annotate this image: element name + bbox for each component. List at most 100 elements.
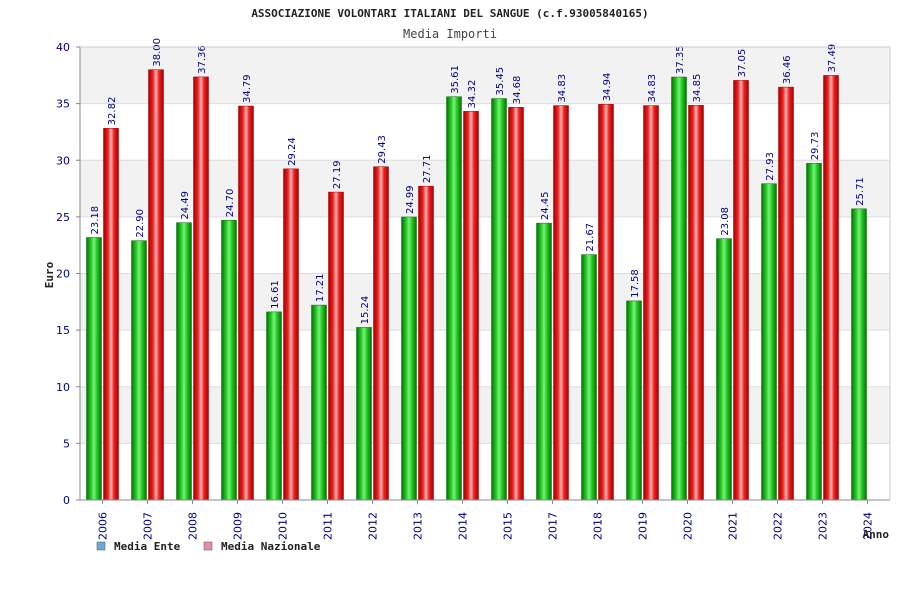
plot-band [80,386,890,444]
data-label: 34.32 [467,80,478,109]
y-tick-label: 10 [56,381,70,394]
x-tick-label: 2013 [412,512,425,540]
plot-band [80,160,890,217]
data-label: 23.18 [90,206,101,235]
x-tick-label: 2017 [547,512,560,540]
bar-media-ente [311,304,327,501]
x-tick-label: 2014 [457,512,470,540]
bar-media-nazionale [238,105,254,501]
legend-label: Media Ente [114,540,181,553]
data-label: 37.49 [827,44,838,73]
y-tick-label: 35 [56,98,70,111]
x-tick-label: 2024 [862,512,875,540]
x-tick-label: 2018 [592,512,605,540]
bar-media-ente [761,183,777,501]
data-label: 37.35 [675,45,686,74]
data-label: 37.05 [737,49,748,78]
data-label: 24.99 [405,185,416,214]
x-tick-label: 2023 [817,512,830,540]
x-tick-label: 2007 [142,512,155,540]
data-label: 22.90 [135,209,146,238]
bar-media-ente [491,98,507,501]
plot-band [80,216,890,274]
bar-media-ente [266,311,282,501]
data-label: 15.24 [360,296,371,325]
data-label: 35.45 [495,67,506,96]
plot-band [80,443,890,500]
bar-media-ente [851,208,867,501]
data-label: 23.08 [720,207,731,236]
data-label: 37.36 [197,45,208,74]
data-label: 34.85 [692,74,703,103]
bar-media-nazionale [643,105,659,501]
data-label: 24.49 [180,191,191,220]
bar-media-nazionale [418,185,434,501]
data-label: 17.58 [630,269,641,298]
bar-media-ente [626,300,642,501]
x-tick-label: 2015 [502,512,515,540]
data-label: 34.83 [647,74,658,103]
x-tick-label: 2009 [232,512,245,540]
x-tick-label: 2019 [637,512,650,540]
bar-media-ente [356,327,372,501]
data-label: 25.71 [855,177,866,206]
bar-media-nazionale [148,69,164,501]
bar-media-nazionale [193,76,209,501]
bar-media-ente [806,163,822,501]
data-label: 29.43 [377,135,388,164]
x-tick-label: 2021 [727,512,740,540]
bar-media-ente [446,96,462,501]
y-tick-label: 5 [63,437,70,450]
bar-media-ente [221,220,237,501]
bar-media-ente [86,237,102,501]
bar-media-ente [671,76,687,501]
plot-band [80,330,890,387]
data-label: 36.46 [782,55,793,84]
bar-media-nazionale [823,75,839,501]
bar-media-nazionale [283,168,299,501]
data-label: 35.61 [450,65,461,94]
data-label: 29.24 [287,137,298,166]
y-tick-label: 0 [63,494,70,507]
y-tick-label: 15 [56,324,70,337]
chart-subtitle: Media Importi [403,27,497,41]
y-axis-label: Euro [43,261,56,288]
data-label: 34.83 [557,74,568,103]
bar-media-ente [716,238,732,501]
data-label: 38.00 [152,38,163,67]
plot-background [80,47,890,500]
data-label: 27.71 [422,155,433,184]
data-labels: 23.18 32.82 22.90 38.00 24.49 37.36 24.70 34.79… [90,38,866,324]
bar-media-nazionale [778,86,794,501]
bar-media-nazionale [103,128,119,501]
x-tick-label: 2012 [367,512,380,540]
bar-media-nazionale [508,106,524,501]
bar-media-nazionale [688,105,704,501]
data-label: 16.61 [270,280,281,309]
data-label: 34.68 [512,76,523,105]
x-tick-label: 2020 [682,512,695,540]
data-label: 21.67 [585,223,596,252]
axes [79,46,891,501]
bar-media-ente [176,222,192,501]
x-tick-label: 2010 [277,512,290,540]
bar-media-nazionale [598,104,614,501]
x-tick-label: 2011 [322,512,335,540]
y-tick-labels: 0 5 10 15 20 25 30 35 40 [56,41,80,507]
y-tick-label: 25 [56,211,70,224]
x-tick-labels: 2006 2007 2008 2009 2010 2011 2012 2013 2014 2015… [97,500,875,540]
y-tick-label: 40 [56,41,70,54]
plot-band [80,103,890,161]
y-tick-label: 20 [56,268,70,281]
data-label: 24.70 [225,189,236,218]
bar-media-nazionale [373,166,389,501]
data-label: 32.82 [107,97,118,126]
chart-title: ASSOCIAZIONE VOLONTARI ITALIANI DEL SANG… [251,7,648,20]
x-tick-label: 2008 [187,512,200,540]
data-label: 24.45 [540,191,551,220]
data-label: 27.19 [332,160,343,189]
bar-media-ente [536,222,552,501]
legend-label: Media Nazionale [221,540,321,553]
